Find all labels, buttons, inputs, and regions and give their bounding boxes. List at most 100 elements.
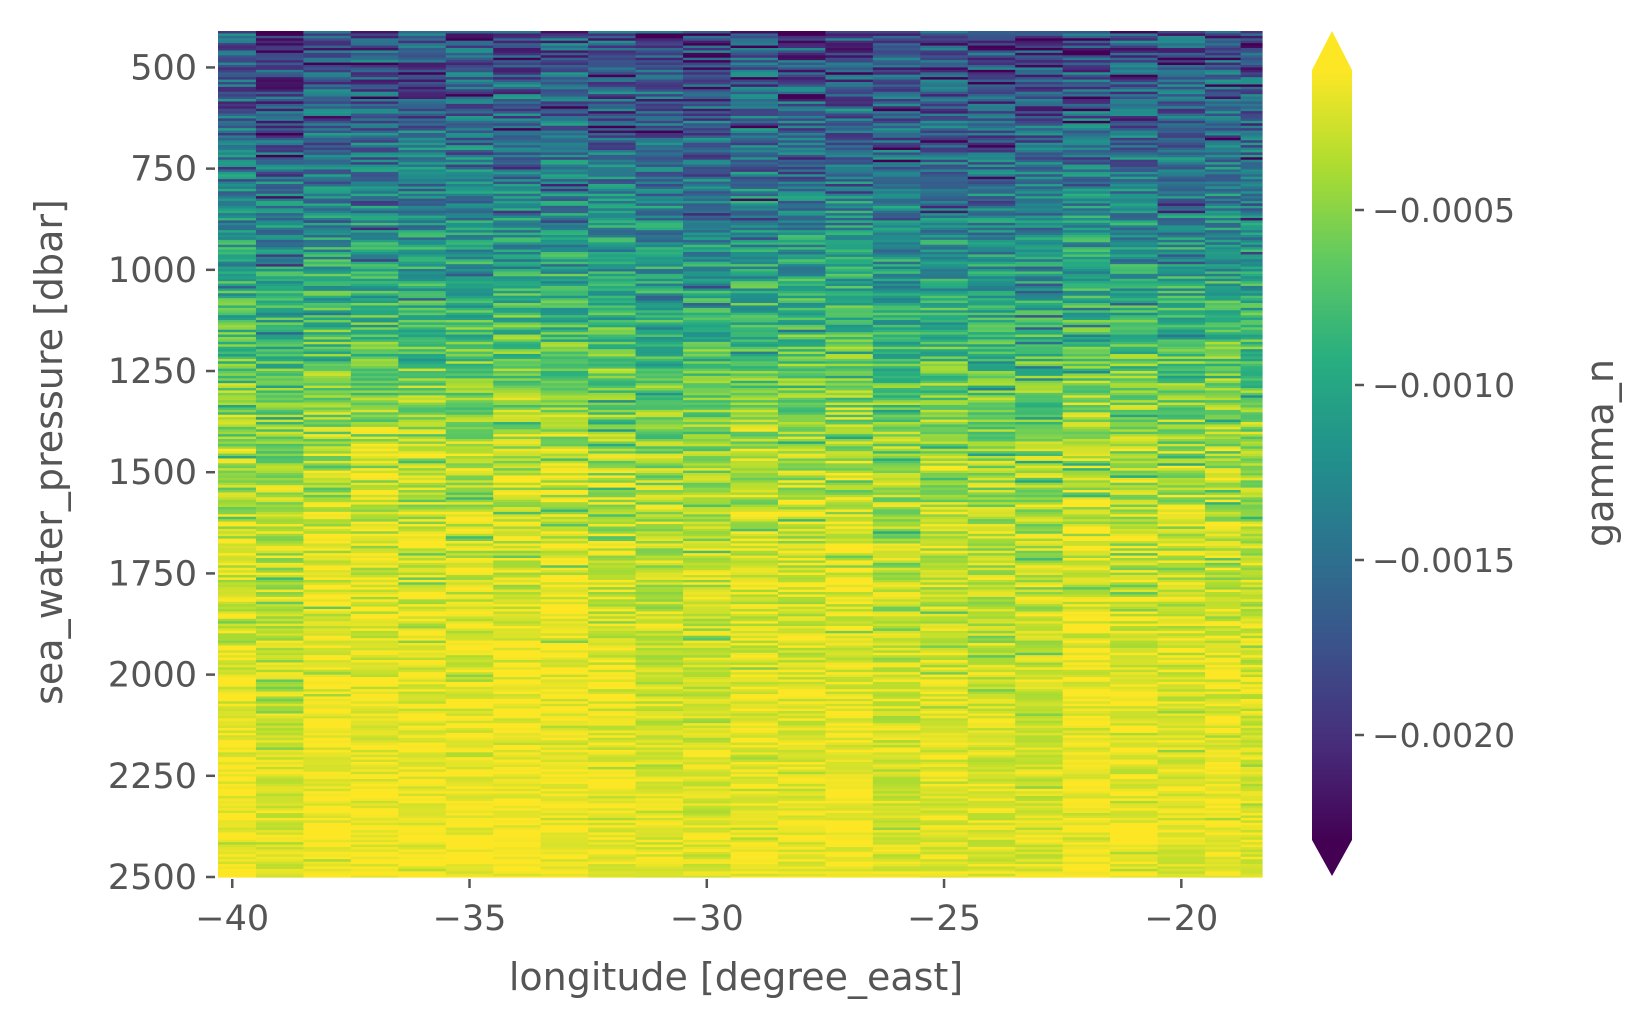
heatmap-cell [218, 264, 257, 268]
heatmap-cell [350, 193, 399, 197]
heatmap-cell [350, 293, 399, 297]
heatmap-cell [493, 854, 542, 858]
heatmap-cell [825, 509, 874, 513]
heatmap-cell [303, 276, 352, 280]
heatmap-cell [825, 303, 874, 307]
heatmap-cell [218, 273, 257, 277]
heatmap-cell [350, 361, 399, 365]
heatmap-cell [777, 504, 827, 508]
heatmap-cell [350, 827, 399, 831]
heatmap-cell [445, 800, 494, 804]
heatmap-cell [683, 247, 732, 251]
heatmap-cell [303, 48, 352, 52]
heatmap-cell [825, 854, 874, 858]
heatmap-cell [730, 630, 779, 634]
heatmap-cell [825, 385, 874, 389]
heatmap-cell [683, 208, 732, 212]
heatmap-cell [303, 198, 352, 202]
heatmap-cell [445, 422, 494, 426]
heatmap-cell [540, 793, 589, 797]
heatmap-cell [540, 732, 589, 736]
heatmap-cell [588, 48, 637, 52]
heatmap-cell [350, 737, 399, 741]
heatmap-cell [777, 60, 827, 64]
heatmap-cell [218, 300, 257, 304]
heatmap-cell [398, 320, 447, 324]
heatmap-cell [350, 754, 399, 758]
heatmap-cell [350, 672, 399, 676]
heatmap-cell [588, 511, 637, 515]
heatmap-cell [303, 235, 352, 239]
heatmap-cell [255, 247, 305, 251]
heatmap-cell [255, 783, 305, 787]
heatmap-cell [445, 793, 494, 797]
heatmap-cell [730, 866, 779, 870]
heatmap-cell [398, 703, 447, 707]
heatmap-cell [635, 307, 684, 311]
heatmap-cell [218, 555, 257, 559]
heatmap-cell [350, 820, 399, 824]
heatmap-cell [635, 79, 684, 83]
heatmap-cell [683, 388, 732, 392]
heatmap-cell [303, 706, 352, 710]
heatmap-cell [218, 417, 257, 421]
heatmap-cell [540, 113, 589, 117]
heatmap-cell [825, 647, 874, 651]
heatmap-cell [825, 349, 874, 353]
heatmap-cell [493, 225, 542, 229]
heatmap-cell [255, 164, 305, 168]
heatmap-cell [255, 601, 305, 605]
heatmap-cell [635, 125, 684, 129]
heatmap-cell [303, 599, 352, 603]
heatmap-cell [445, 558, 494, 562]
heatmap-cell [303, 621, 352, 625]
heatmap-cell [540, 307, 589, 311]
heatmap-cell [398, 613, 447, 617]
heatmap-cell [825, 341, 874, 345]
heatmap-cell [445, 776, 494, 780]
heatmap-cell [825, 235, 874, 239]
heatmap-cell [588, 162, 637, 166]
heatmap-cell [683, 354, 732, 358]
heatmap-cell [635, 609, 684, 613]
heatmap-cell [635, 397, 684, 401]
heatmap-cell [825, 866, 874, 870]
heatmap-cell [445, 808, 494, 812]
heatmap-cell [635, 662, 684, 666]
heatmap-cell [730, 203, 779, 207]
heatmap-cell [303, 366, 352, 370]
heatmap-cell [540, 477, 589, 481]
heatmap-cell [825, 504, 874, 508]
heatmap-cell [588, 247, 637, 251]
heatmap-cell [398, 745, 447, 749]
heatmap-cell [825, 237, 874, 241]
heatmap-cell [398, 43, 447, 47]
heatmap-cell [218, 745, 257, 749]
heatmap-cell [683, 210, 732, 214]
heatmap-cell [350, 407, 399, 411]
heatmap-cell [445, 626, 494, 630]
heatmap-cell [683, 137, 732, 141]
heatmap-cell [493, 519, 542, 523]
heatmap-cell [777, 851, 827, 855]
heatmap-cell [825, 218, 874, 222]
heatmap-cell [588, 558, 637, 562]
heatmap-cell [350, 128, 399, 132]
heatmap-cell [588, 708, 637, 712]
heatmap-cell [350, 106, 399, 110]
heatmap-cell [635, 286, 684, 290]
heatmap-cell [493, 669, 542, 673]
heatmap-cell [588, 171, 637, 175]
heatmap-cell [588, 307, 637, 311]
heatmap-cell [683, 662, 732, 666]
heatmap-cell [540, 618, 589, 622]
heatmap-cell [303, 711, 352, 715]
heatmap-cell [398, 101, 447, 105]
heatmap-cell [730, 541, 779, 545]
heatmap-cell [635, 613, 684, 617]
heatmap-cell [350, 764, 399, 768]
heatmap-cell [777, 560, 827, 564]
heatmap-cell [825, 616, 874, 620]
heatmap-cell [825, 470, 874, 474]
